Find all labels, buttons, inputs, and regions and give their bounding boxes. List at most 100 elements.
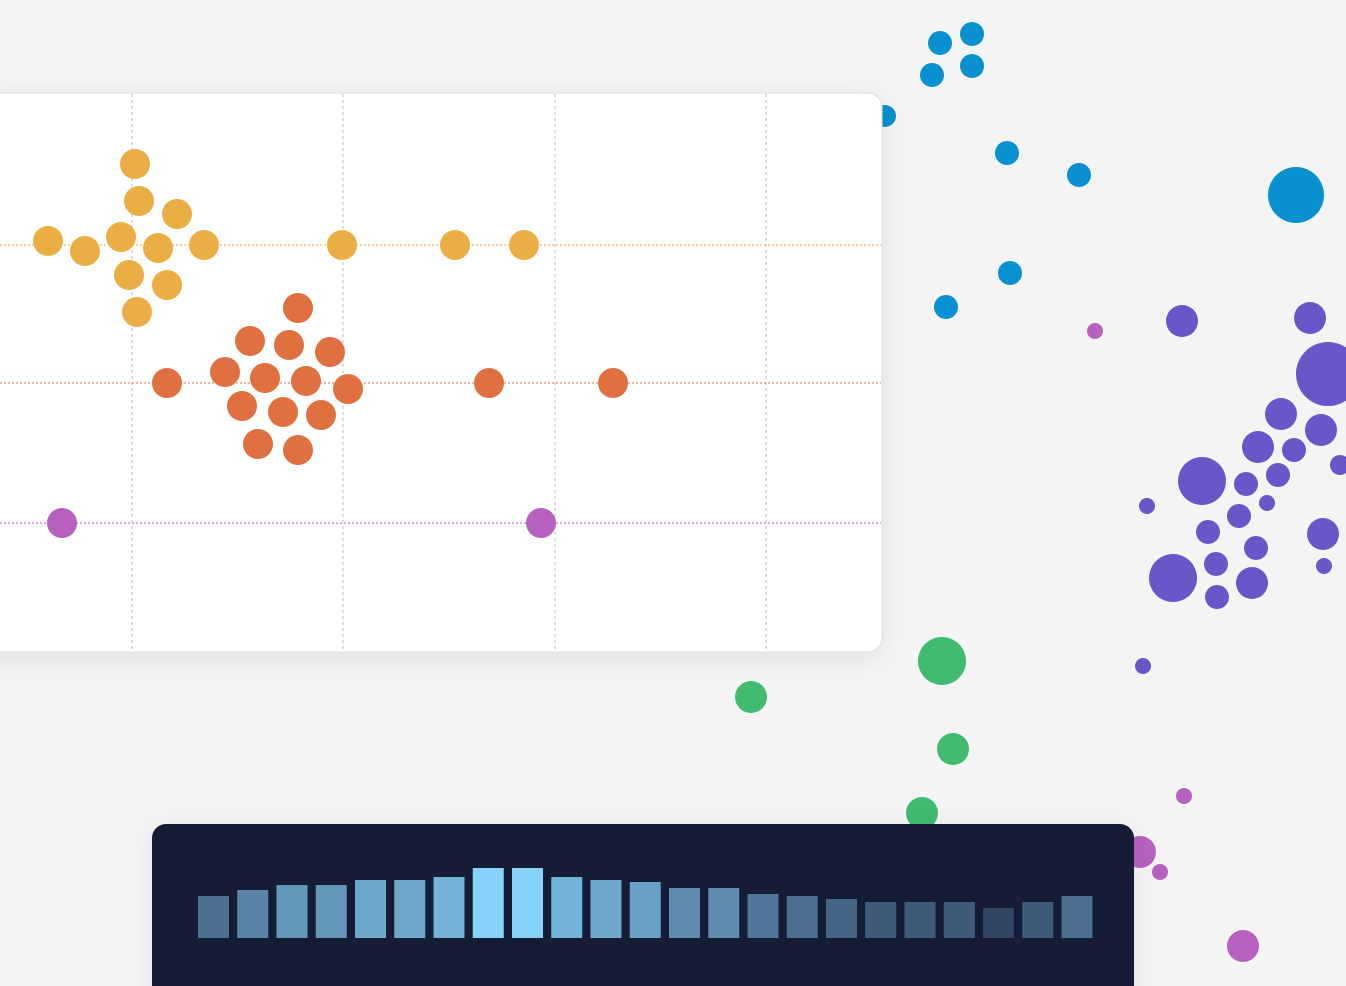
bar bbox=[1022, 902, 1054, 938]
dot bbox=[1205, 585, 1229, 609]
dot bbox=[268, 397, 298, 427]
dot bbox=[1234, 472, 1258, 496]
dot bbox=[327, 230, 357, 260]
dot bbox=[1196, 520, 1220, 544]
dot bbox=[143, 233, 173, 263]
dot bbox=[152, 270, 182, 300]
bar bbox=[1061, 896, 1093, 938]
bar bbox=[747, 894, 779, 938]
dot bbox=[124, 186, 154, 216]
dot bbox=[1067, 163, 1091, 187]
dot bbox=[1135, 658, 1151, 674]
dot bbox=[920, 63, 944, 87]
bar bbox=[590, 880, 622, 938]
dot bbox=[735, 681, 767, 713]
dot bbox=[918, 637, 966, 685]
bar bbox=[394, 880, 426, 938]
dot bbox=[1139, 498, 1155, 514]
bar bbox=[826, 899, 857, 938]
dot bbox=[1307, 518, 1339, 550]
bar bbox=[669, 888, 700, 938]
dot bbox=[1266, 463, 1290, 487]
dot bbox=[440, 230, 470, 260]
bar bbox=[512, 868, 543, 938]
dot bbox=[120, 149, 150, 179]
dot bbox=[250, 363, 280, 393]
dot bbox=[306, 400, 336, 430]
card-dots bbox=[33, 149, 628, 538]
dot bbox=[235, 326, 265, 356]
dot bbox=[152, 368, 182, 398]
dot bbox=[937, 733, 969, 765]
dot bbox=[1268, 167, 1324, 223]
dot bbox=[1330, 455, 1346, 475]
dot bbox=[315, 337, 345, 367]
dot bbox=[906, 797, 938, 829]
dot bbox=[1149, 554, 1197, 602]
dot bbox=[598, 368, 628, 398]
dot bbox=[995, 141, 1019, 165]
dot bbox=[998, 261, 1022, 285]
bar bbox=[198, 896, 229, 938]
dot bbox=[283, 435, 313, 465]
bar bbox=[355, 880, 386, 938]
dot bbox=[1282, 438, 1306, 462]
bar bbox=[433, 877, 465, 938]
dot bbox=[243, 429, 273, 459]
dot bbox=[1296, 342, 1346, 406]
bar bbox=[315, 885, 347, 938]
dot bbox=[274, 330, 304, 360]
dot bbox=[1259, 495, 1275, 511]
dot bbox=[1176, 788, 1192, 804]
bar bbox=[629, 882, 661, 938]
dot bbox=[1152, 864, 1168, 880]
dot bbox=[960, 54, 984, 78]
dot bbox=[1316, 558, 1332, 574]
dot bbox=[1227, 504, 1251, 528]
bar bbox=[983, 908, 1014, 938]
dot bbox=[1204, 552, 1228, 576]
swarm-card bbox=[0, 92, 883, 653]
bars bbox=[198, 868, 1093, 938]
dot bbox=[1087, 323, 1103, 339]
dot bbox=[333, 374, 363, 404]
bar bbox=[708, 888, 740, 938]
dot bbox=[1294, 302, 1326, 334]
dot bbox=[189, 230, 219, 260]
dot bbox=[474, 368, 504, 398]
dot bbox=[934, 295, 958, 319]
dot bbox=[291, 366, 321, 396]
bar bbox=[865, 902, 897, 938]
bar bbox=[904, 902, 936, 938]
bar bbox=[786, 896, 818, 938]
dot bbox=[1305, 414, 1337, 446]
bar bbox=[472, 868, 504, 938]
dot bbox=[70, 236, 100, 266]
dot bbox=[210, 357, 240, 387]
dot bbox=[227, 391, 257, 421]
dot bbox=[162, 199, 192, 229]
dot bbox=[1265, 398, 1297, 430]
background-dots bbox=[735, 22, 1346, 962]
dot bbox=[1227, 930, 1259, 962]
dot bbox=[1166, 305, 1198, 337]
dot bbox=[122, 297, 152, 327]
bar bbox=[276, 885, 308, 938]
dot bbox=[509, 230, 539, 260]
dot bbox=[928, 31, 952, 55]
dot bbox=[1242, 431, 1274, 463]
bar bbox=[943, 902, 975, 938]
dot bbox=[1244, 536, 1268, 560]
dot bbox=[960, 22, 984, 46]
dot bbox=[106, 222, 136, 252]
dot bbox=[526, 508, 556, 538]
dot bbox=[47, 508, 77, 538]
dot bbox=[114, 260, 144, 290]
bar bbox=[237, 890, 269, 938]
dot bbox=[33, 226, 63, 256]
bar bbox=[551, 877, 583, 938]
dot bbox=[1178, 457, 1226, 505]
dot bbox=[1236, 567, 1268, 599]
